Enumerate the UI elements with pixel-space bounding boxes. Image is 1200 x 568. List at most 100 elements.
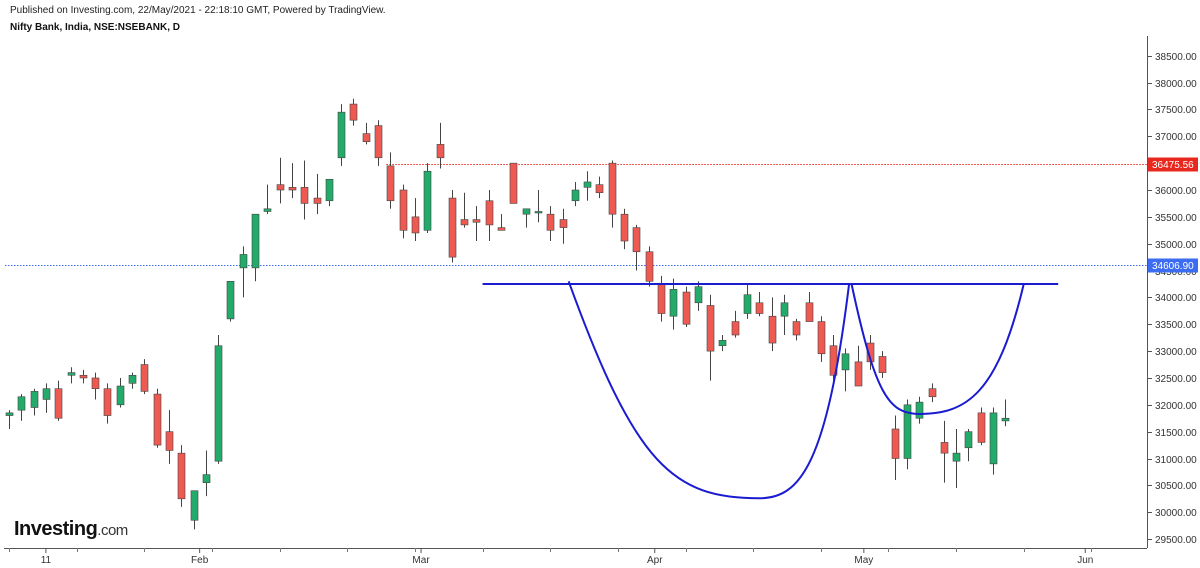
candle-body-down <box>706 305 715 352</box>
candle <box>940 420 949 483</box>
y-tick-label: 30000.00 <box>1155 508 1197 519</box>
candle <box>780 294 789 335</box>
price-tag-label: 36475.56 <box>1152 160 1194 171</box>
candle <box>300 160 309 220</box>
candle <box>1001 399 1010 427</box>
candle-body-down <box>276 184 285 191</box>
y-tick-label: 29500.00 <box>1155 535 1197 546</box>
candle <box>79 369 88 384</box>
investing-logo: Investing.com <box>14 518 128 541</box>
candle-body-up <box>522 208 531 215</box>
candle <box>903 399 912 470</box>
candle-body-up <box>239 254 248 269</box>
candle-body-down <box>399 189 408 231</box>
candle-body-up <box>534 211 543 214</box>
candle-body-up <box>841 353 850 371</box>
candle-body-down <box>632 227 641 253</box>
candle-body-up <box>214 345 223 462</box>
candle-body-down <box>436 144 445 159</box>
candle-body-down <box>559 219 568 228</box>
candle <box>349 98 358 126</box>
candle-body-down <box>374 125 383 159</box>
y-tick-label: 30500.00 <box>1155 481 1197 492</box>
candle <box>546 206 555 242</box>
candle-body-up <box>915 401 924 419</box>
y-tick-label: 35000.00 <box>1155 240 1197 251</box>
candle <box>497 214 506 231</box>
candle <box>891 415 900 480</box>
candle-body-up <box>190 490 199 521</box>
candle <box>54 380 63 421</box>
y-tick-label: 36000.00 <box>1155 186 1197 197</box>
candle-body-up <box>251 213 260 269</box>
published-info: Published on Investing.com, 22/May/2021 … <box>10 5 386 16</box>
candle <box>755 292 764 317</box>
x-tick-label: Jun <box>1077 555 1093 566</box>
y-tick-label: 38500.00 <box>1155 52 1197 63</box>
candle <box>337 104 346 166</box>
candle <box>522 208 531 228</box>
candle <box>5 410 14 429</box>
candle-body-up <box>903 404 912 459</box>
candle-body-up <box>1001 417 1010 422</box>
candle <box>854 345 863 387</box>
candle <box>313 173 322 215</box>
candle <box>878 351 887 378</box>
candle <box>362 122 371 145</box>
candle-body-up <box>964 431 973 449</box>
candle-body-down <box>792 321 801 336</box>
candle <box>731 310 740 338</box>
candle-body-down <box>891 428 900 459</box>
candle-body-down <box>497 227 506 231</box>
candle-body-down <box>349 103 358 121</box>
candle-body-up <box>571 189 580 202</box>
candle-body-down <box>386 165 395 202</box>
candle <box>841 348 850 392</box>
candle <box>91 372 100 400</box>
candle-body-up <box>226 280 235 320</box>
y-tick-label: 33500.00 <box>1155 320 1197 331</box>
candle <box>718 335 727 352</box>
candle <box>964 428 973 462</box>
candle <box>423 163 432 233</box>
candle <box>669 278 678 330</box>
candle <box>817 316 826 362</box>
candle-body-down <box>595 184 604 193</box>
cup-curve <box>567 280 851 500</box>
candle <box>436 122 445 169</box>
candle <box>374 120 383 166</box>
candle <box>608 160 617 228</box>
candle-body-up <box>42 388 51 400</box>
candle-body-down <box>755 302 764 314</box>
candle <box>239 246 248 298</box>
candle-body-down <box>546 213 555 231</box>
candle <box>190 490 199 530</box>
candle <box>977 407 986 446</box>
candle <box>657 275 666 322</box>
candle-body-up <box>423 170 432 231</box>
candle-body-down <box>79 374 88 379</box>
candle-body-down <box>313 197 322 204</box>
candle <box>460 192 469 228</box>
candle <box>534 190 543 223</box>
candle-body-down <box>140 364 149 392</box>
candle-body-down <box>103 388 112 416</box>
candle-body-down <box>411 216 420 234</box>
candle <box>743 283 752 319</box>
candle-body-down <box>177 452 186 500</box>
candle <box>472 206 481 242</box>
candle <box>411 198 420 242</box>
y-tick-label: 32500.00 <box>1155 374 1197 385</box>
candle <box>694 281 703 311</box>
logo-suffix: .com <box>97 522 128 539</box>
candle <box>140 359 149 395</box>
candle-body-up <box>743 294 752 314</box>
candle <box>251 213 260 282</box>
candle-body-down <box>509 162 518 204</box>
y-tick-label: 31500.00 <box>1155 428 1197 439</box>
candle <box>399 184 408 239</box>
candle-body-down <box>645 251 654 282</box>
candle <box>632 224 641 271</box>
candle <box>165 410 174 464</box>
